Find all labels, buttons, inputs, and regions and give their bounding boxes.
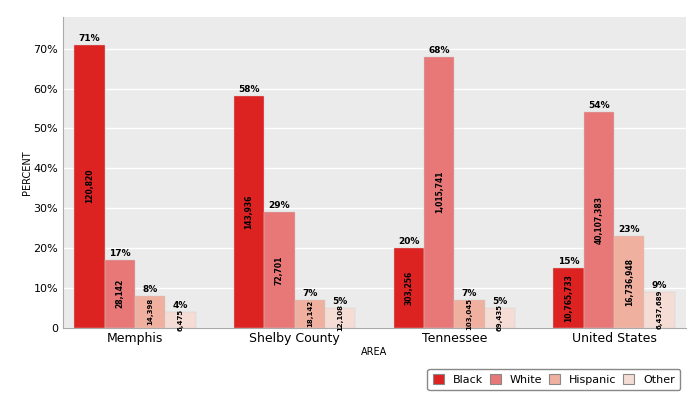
Text: 7%: 7% (302, 289, 318, 298)
Text: 54%: 54% (588, 102, 610, 110)
Y-axis label: PERCENT: PERCENT (22, 150, 32, 194)
Bar (74, 45, 104, 328)
Text: 103,045: 103,045 (466, 298, 473, 330)
Text: 23%: 23% (619, 225, 640, 234)
Bar (165, 312, 195, 328)
Bar (234, 97, 265, 328)
Text: 71%: 71% (78, 34, 100, 43)
Text: 303,256: 303,256 (405, 270, 413, 305)
Bar (295, 300, 325, 328)
Text: 58%: 58% (239, 86, 260, 94)
Text: 14,398: 14,398 (147, 298, 153, 325)
Text: 6,475: 6,475 (177, 309, 183, 331)
Bar (325, 308, 356, 328)
Bar (554, 268, 584, 328)
Text: 4%: 4% (173, 301, 188, 310)
Text: 12,108: 12,108 (337, 304, 343, 331)
Text: 1,015,741: 1,015,741 (435, 171, 444, 213)
Bar (645, 292, 675, 328)
Bar (584, 113, 614, 328)
X-axis label: AREA: AREA (361, 347, 388, 357)
Text: 72,701: 72,701 (275, 255, 284, 284)
Text: 15%: 15% (558, 257, 580, 266)
Bar (135, 296, 165, 328)
Text: 28,142: 28,142 (116, 279, 124, 308)
Text: 17%: 17% (109, 249, 130, 258)
Legend: Black, White, Hispanic, Other: Black, White, Hispanic, Other (427, 369, 680, 391)
Text: 18,142: 18,142 (307, 300, 313, 327)
Text: 120,820: 120,820 (85, 169, 94, 203)
Text: 7%: 7% (462, 289, 477, 298)
Text: 8%: 8% (142, 285, 158, 294)
Bar (484, 308, 515, 328)
Bar (454, 300, 484, 328)
Text: 69,435: 69,435 (497, 304, 503, 331)
Bar (265, 212, 295, 328)
Text: 143,936: 143,936 (244, 195, 253, 229)
Text: 5%: 5% (332, 297, 348, 306)
Text: 9%: 9% (652, 281, 667, 290)
Bar (424, 57, 454, 328)
Text: 10,765,733: 10,765,733 (564, 274, 573, 322)
Text: 68%: 68% (428, 46, 450, 55)
Bar (104, 260, 135, 328)
Text: 29%: 29% (269, 201, 290, 210)
Bar (614, 236, 645, 328)
Bar (393, 248, 424, 328)
Text: 6,437,689: 6,437,689 (657, 290, 663, 329)
Text: 20%: 20% (398, 237, 419, 246)
Text: 5%: 5% (492, 297, 508, 306)
Text: 40,107,383: 40,107,383 (594, 196, 603, 244)
Text: 16,736,948: 16,736,948 (625, 258, 634, 306)
